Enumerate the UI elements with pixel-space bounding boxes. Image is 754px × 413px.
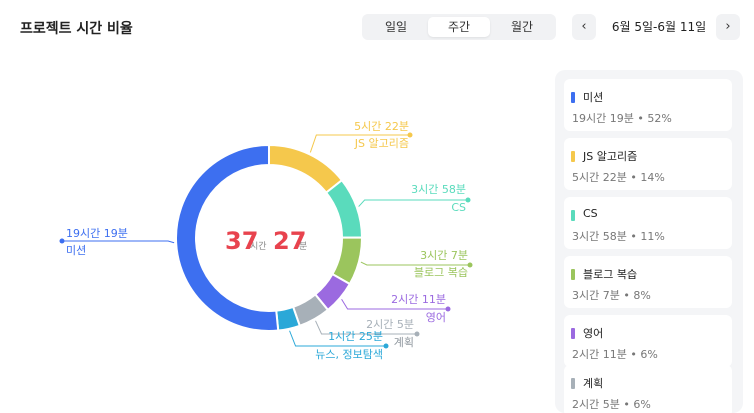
legend-item-meta: 5시간 22분 • 14% [572, 171, 665, 184]
legend-swatch [571, 151, 575, 162]
data-label-name: CS [451, 201, 466, 214]
data-label-duration: 3시간 58분 [411, 183, 466, 196]
data-label-name: JS 알고리즘 [354, 136, 409, 150]
date-range-label: 6월 5일-6월 11일 [611, 20, 707, 34]
legend-swatch [571, 92, 575, 103]
legend-item-meta: 3시간 58분 • 11% [572, 230, 665, 243]
legend-item-label: CS [583, 207, 598, 220]
leader-line [309, 134, 410, 153]
data-label-duration: 2시간 5분 [366, 318, 414, 331]
donut-slice[interactable] [175, 143, 280, 332]
legend-item-planning[interactable]: 계획 2시간 5분 • 6% [564, 365, 732, 413]
leader-dot [414, 331, 420, 337]
data-label-name: 영어 [426, 311, 446, 324]
legend-item-mission[interactable]: 미션 19시간 19분 • 52% [564, 79, 732, 131]
legend-panel: 미션 19시간 19분 • 52% JS 알고리즘 5시간 22분 • 14% … [555, 70, 743, 413]
legend-item-blog-review[interactable]: 블로그 복습 3시간 7분 • 8% [564, 256, 732, 308]
leader-dot [465, 197, 471, 203]
leader-line [341, 299, 448, 310]
data-label-name: 계획 [394, 336, 414, 349]
legend-item-label: 영어 [583, 327, 604, 340]
center-hours-unit: 시간 [250, 241, 267, 252]
page-title: 프로젝트 시간 비율 [20, 21, 133, 37]
next-week-button[interactable]: › [716, 14, 740, 40]
center-hours: 37 [225, 227, 258, 255]
tab-monthly[interactable]: 월간 [510, 20, 534, 34]
leader-line [289, 330, 386, 347]
data-label-duration: 19시간 19분 [66, 227, 128, 240]
data-label-duration: 2시간 11분 [391, 293, 446, 306]
donut-slice[interactable] [324, 178, 364, 239]
data-label-name: 미션 [66, 244, 86, 257]
leader-line [360, 261, 470, 266]
legend-item-meta: 3시간 7분 • 8% [572, 289, 651, 302]
legend-item-meta: 2시간 5분 • 6% [572, 398, 651, 411]
data-label-duration: 1시간 25분 [328, 330, 383, 343]
chevron-left-icon: ‹ [581, 19, 587, 34]
legend-item-label: 계획 [583, 377, 604, 390]
legend-item-js-algorithm[interactable]: JS 알고리즘 5시간 22분 • 14% [564, 138, 732, 190]
data-label-duration: 3시간 7분 [420, 249, 468, 262]
leader-line [62, 240, 175, 244]
legend-item-english[interactable]: 영어 2시간 11분 • 6% [564, 315, 732, 367]
legend-item-meta: 2시간 11분 • 6% [572, 348, 658, 361]
legend-swatch [571, 269, 575, 280]
legend-swatch [571, 378, 575, 389]
leader-dot [407, 132, 413, 138]
legend-item-meta: 19시간 19분 • 52% [572, 112, 672, 125]
donut-slice[interactable] [268, 143, 344, 195]
legend-swatch [571, 210, 575, 221]
data-label-name: 블로그 복습 [414, 266, 468, 279]
center-minutes-unit: 분 [299, 241, 307, 252]
tab-daily[interactable]: 일일 [384, 20, 408, 34]
legend-item-cs[interactable]: CS 3시간 58분 • 11% [564, 197, 732, 249]
leader-line [315, 320, 417, 335]
tab-weekly[interactable]: 주간 [428, 17, 490, 37]
leader-dot [383, 343, 389, 349]
leader-dot [445, 306, 451, 312]
center-minutes: 27 [273, 227, 306, 255]
leader-dot [59, 238, 65, 244]
legend-item-label: 미션 [583, 91, 604, 104]
legend-item-label: 블로그 복습 [583, 268, 638, 281]
legend-swatch [571, 328, 575, 339]
chevron-right-icon: › [725, 19, 731, 34]
leader-line [358, 199, 468, 207]
legend-item-label: JS 알고리즘 [583, 150, 638, 163]
data-label-name: 뉴스, 정보탐색 [315, 348, 383, 361]
data-label-duration: 5시간 22분 [354, 120, 409, 133]
leader-dot [467, 262, 473, 268]
period-selector: 일일 주간 월간 [362, 14, 556, 40]
prev-week-button[interactable]: ‹ [572, 14, 596, 40]
